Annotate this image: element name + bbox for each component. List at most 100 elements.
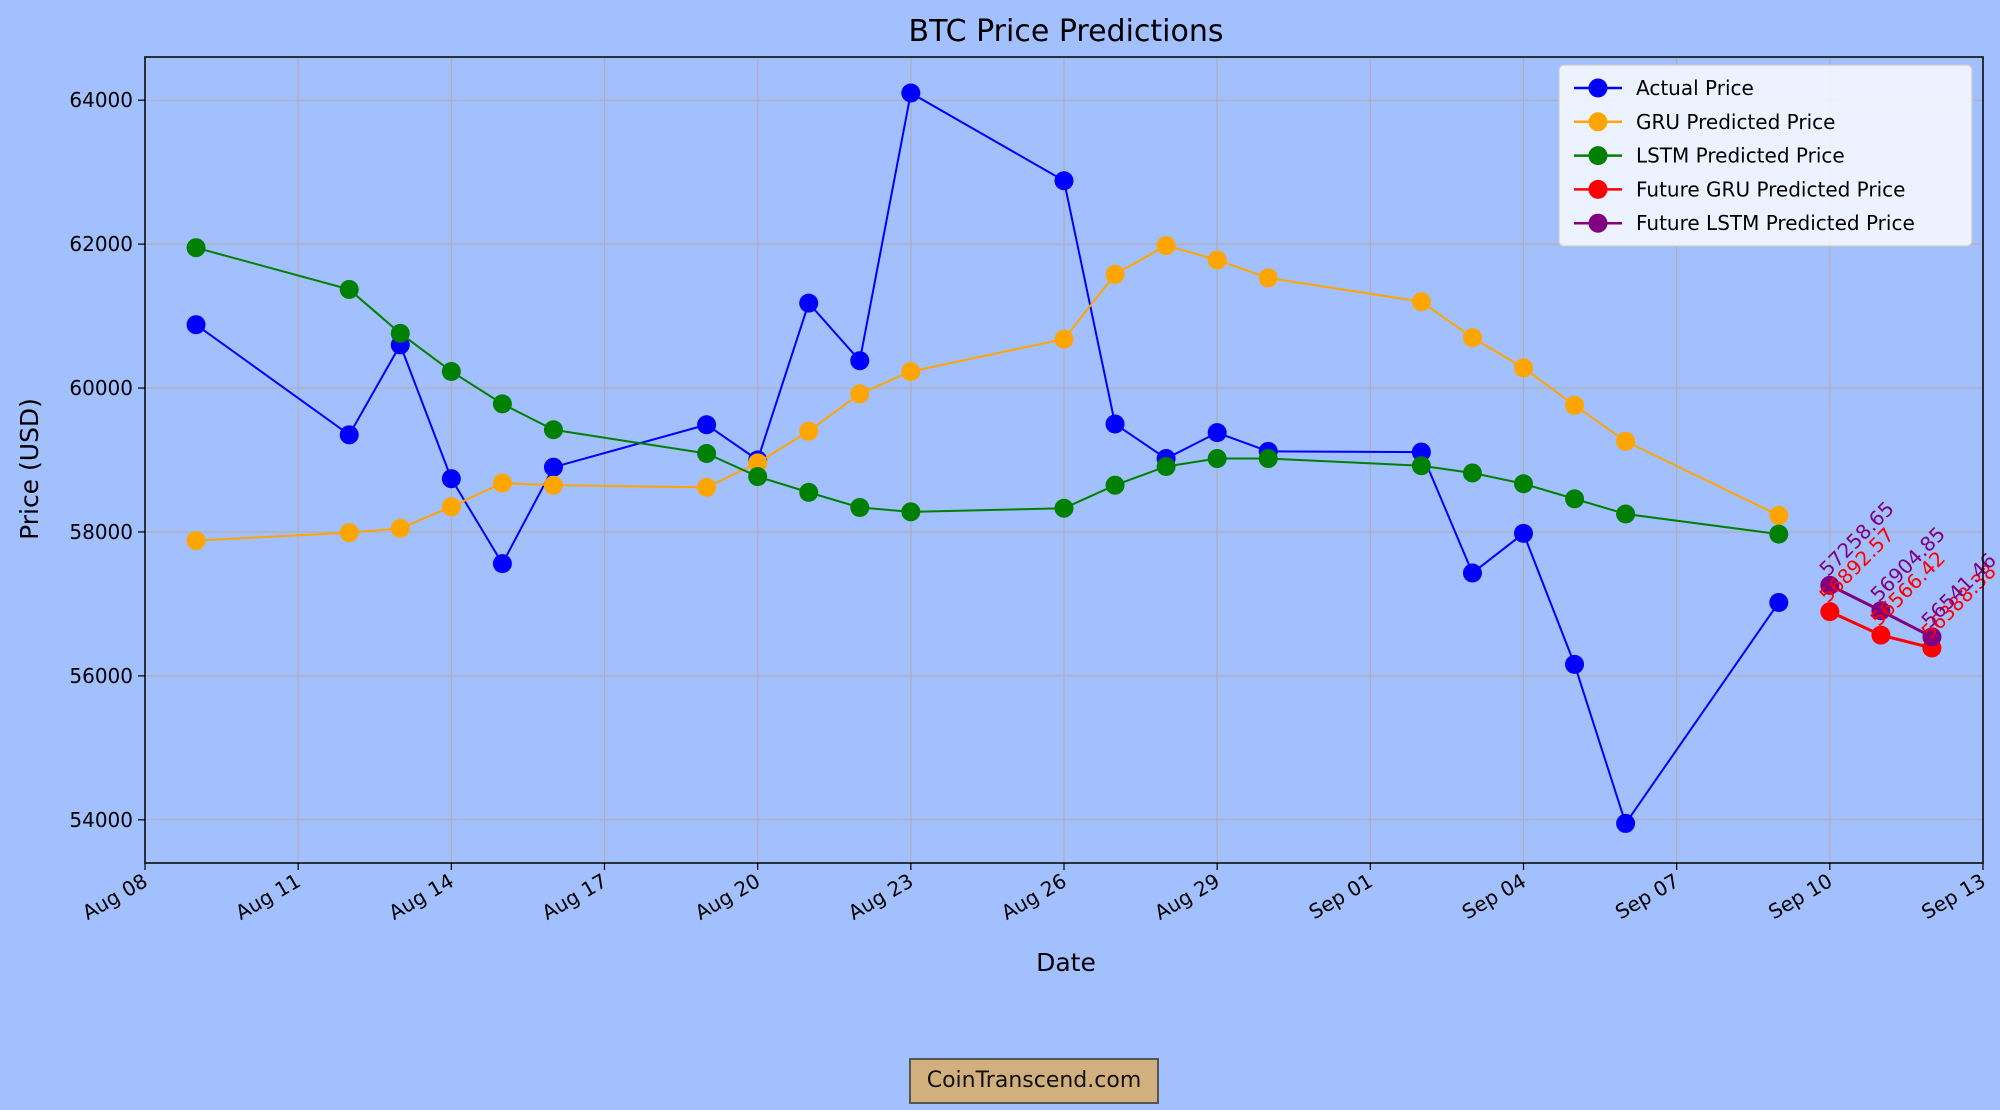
data-point	[1820, 602, 1840, 622]
data-point	[390, 518, 410, 538]
data-point	[901, 361, 921, 381]
x-tick-label: Aug 26	[997, 869, 1070, 925]
data-point	[441, 361, 461, 381]
data-point	[492, 554, 512, 574]
data-point	[492, 394, 512, 414]
data-point	[441, 469, 461, 489]
y-tick-label: 60000	[69, 376, 133, 400]
data-point	[339, 425, 359, 445]
x-tick-label: Aug 20	[691, 869, 764, 925]
data-point	[1616, 431, 1636, 451]
series-line	[195, 91, 1780, 826]
data-point	[1922, 627, 1942, 647]
data-point	[799, 293, 819, 313]
data-point	[1411, 456, 1431, 476]
legend-label: Actual Price	[1636, 76, 1754, 100]
data-point	[1871, 601, 1891, 621]
x-tick-label: Aug 08	[78, 869, 151, 925]
x-tick-label: Aug 17	[538, 869, 611, 925]
data-point	[1105, 414, 1125, 434]
x-tick-label: Sep 01	[1305, 869, 1377, 925]
chart-legend: Actual Price GRU Predicted Price LSTM Pred…	[1558, 64, 1973, 247]
data-point	[1054, 329, 1074, 349]
data-point	[1514, 358, 1533, 378]
legend-item-gru: GRU Predicted Price	[1574, 110, 1835, 134]
legend-marker	[1588, 112, 1608, 132]
y-tick-label: 64000	[69, 88, 133, 112]
y-tick-label: 56000	[69, 664, 133, 688]
data-point	[850, 384, 870, 404]
x-tick-label: Sep 13	[1917, 869, 1989, 925]
series-lstm	[186, 238, 1789, 544]
data-point	[1105, 264, 1125, 284]
data-point	[492, 473, 512, 493]
series-gru	[186, 236, 1789, 551]
data-point	[1565, 654, 1585, 674]
footer-watermark: CoinTranscend.com	[909, 1058, 1159, 1104]
legend-marker	[1588, 78, 1608, 98]
legend-label: Future GRU Predicted Price	[1636, 177, 1905, 201]
legend-label: GRU Predicted Price	[1636, 110, 1835, 134]
data-point	[697, 477, 717, 497]
data-point	[1411, 442, 1431, 462]
data-point	[850, 351, 870, 371]
data-point	[390, 323, 410, 343]
data-point	[1258, 268, 1278, 288]
data-point	[186, 315, 206, 335]
data-point	[799, 421, 819, 441]
data-point	[1616, 813, 1636, 833]
data-point	[1207, 250, 1227, 270]
data-point	[543, 420, 563, 440]
data-point	[1616, 504, 1636, 524]
data-point	[186, 238, 206, 258]
data-point	[1769, 524, 1789, 544]
x-tick-label: Aug 14	[384, 869, 457, 925]
data-point	[748, 467, 768, 487]
data-point	[1411, 292, 1431, 312]
series-line	[196, 244, 1780, 542]
data-point	[1769, 505, 1789, 525]
x-tick-label: Aug 23	[844, 869, 917, 925]
data-point	[1565, 489, 1585, 509]
data-point	[1156, 456, 1176, 476]
legend-item-future_lstm: Future LSTM Predicted Price	[1574, 211, 1915, 235]
y-tick-label: 58000	[69, 520, 133, 544]
legend-marker	[1588, 213, 1608, 233]
data-point	[339, 523, 359, 543]
data-point	[441, 497, 461, 517]
chart-title: BTC Price Predictions	[908, 14, 1223, 49]
x-tick-label: Sep 07	[1611, 869, 1683, 925]
data-point	[1769, 592, 1789, 612]
x-tick-label: Aug 11	[231, 869, 304, 925]
data-point	[543, 457, 563, 477]
data-point	[1054, 498, 1074, 518]
data-point	[901, 502, 921, 522]
data-point	[186, 531, 206, 551]
data-point	[850, 497, 870, 517]
data-point	[1258, 449, 1278, 469]
legend-item-lstm: LSTM Predicted Price	[1574, 144, 1845, 168]
data-point	[1514, 474, 1533, 494]
data-point	[1871, 625, 1891, 645]
data-point	[901, 83, 921, 103]
data-point	[1820, 575, 1840, 595]
data-point	[1462, 563, 1482, 583]
data-point	[1462, 463, 1482, 483]
legend-box	[1558, 64, 1973, 247]
data-point	[1207, 423, 1227, 443]
legend-marker	[1588, 179, 1608, 199]
data-point	[697, 415, 717, 435]
x-tick-label: Sep 10	[1764, 869, 1836, 925]
data-point	[697, 444, 717, 464]
series-line	[195, 246, 1779, 536]
legend-item-actual: Actual Price	[1574, 76, 1754, 100]
legend-label: Future LSTM Predicted Price	[1636, 211, 1915, 235]
y-tick-label: 54000	[69, 808, 133, 832]
x-tick-label: Aug 29	[1150, 869, 1223, 925]
legend-marker	[1588, 146, 1608, 166]
legend-label: LSTM Predicted Price	[1636, 144, 1845, 168]
data-point	[799, 482, 819, 502]
x-axis-label: Date	[1036, 948, 1096, 977]
data-point	[1207, 449, 1227, 469]
